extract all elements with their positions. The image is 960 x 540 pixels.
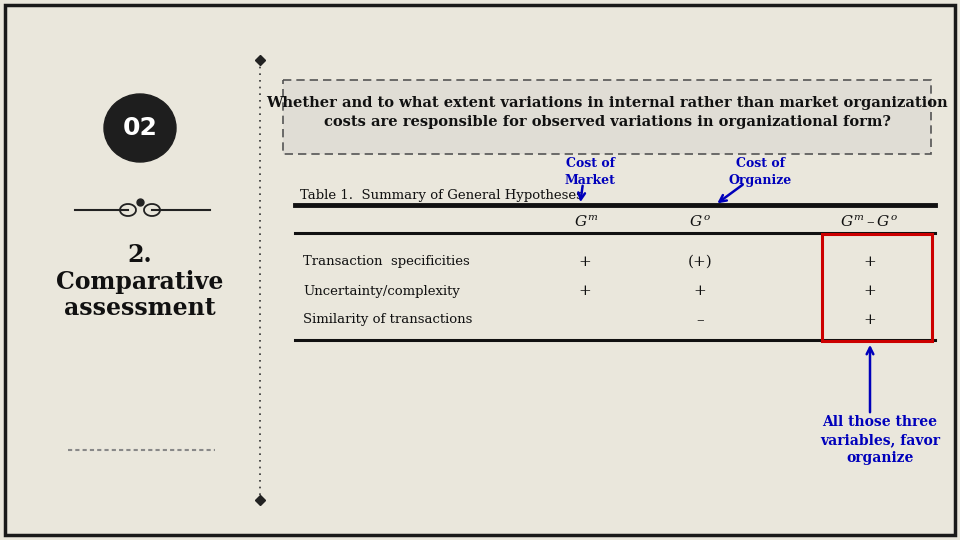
Text: +: + [864,255,876,269]
Text: +: + [864,284,876,298]
Text: Uncertainty/complexity: Uncertainty/complexity [303,285,460,298]
Text: Cost of
Market: Cost of Market [564,157,615,187]
Ellipse shape [104,94,176,162]
Text: G: G [690,215,702,229]
Text: –: – [866,215,874,229]
Text: Transaction  specificities: Transaction specificities [303,255,469,268]
Text: All those three
variables, favor
organize: All those three variables, favor organiz… [820,415,940,465]
Text: G: G [575,215,588,229]
Text: +: + [864,313,876,327]
Bar [822,234,932,341]
Text: o: o [891,213,898,222]
Text: m: m [588,213,597,222]
Text: +: + [579,284,591,298]
Text: 2.: 2. [128,243,153,267]
Text: Comparative: Comparative [57,270,224,294]
Text: Cost of
Organize: Cost of Organize [729,157,792,187]
Text: Whether and to what extent variations in internal rather than market organizatio: Whether and to what extent variations in… [266,96,948,110]
Text: costs are responsible for observed variations in organizational form?: costs are responsible for observed varia… [324,115,891,129]
Text: +: + [579,255,591,269]
Text: (+): (+) [687,255,712,269]
Bar [283,80,931,154]
Text: Similarity of transactions: Similarity of transactions [303,314,472,327]
Text: m: m [853,213,863,222]
Text: +: + [694,284,707,298]
Text: G: G [876,215,889,229]
Text: assessment: assessment [64,296,216,320]
Text: 02: 02 [123,116,157,140]
Text: –: – [696,313,704,327]
Text: o: o [704,213,710,222]
Text: Table 1.  Summary of General Hypotheses: Table 1. Summary of General Hypotheses [300,188,583,201]
Text: G: G [841,215,853,229]
